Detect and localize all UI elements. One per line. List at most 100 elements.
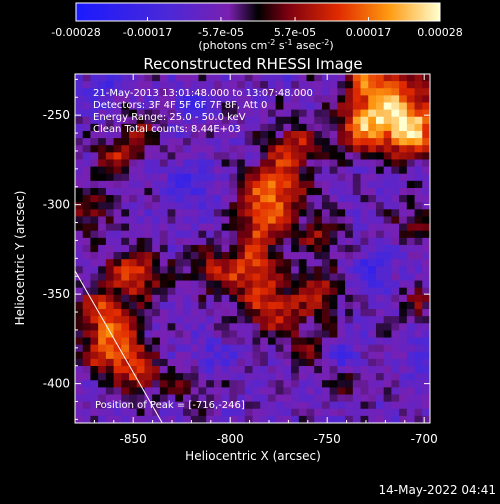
heatmap-cell <box>360 301 369 310</box>
heatmap-cell <box>159 387 169 395</box>
heatmap-cell <box>329 159 338 167</box>
heatmap-cell <box>136 152 145 160</box>
heatmap-cell <box>206 252 215 260</box>
heatmap-cell <box>136 415 145 423</box>
heatmap-cell <box>98 280 107 289</box>
heatmap-cell <box>206 230 215 239</box>
heatmap-cell <box>121 237 130 246</box>
solar-limb-line <box>75 270 163 423</box>
heatmap-cell <box>90 223 99 232</box>
heatmap-cell <box>368 195 377 203</box>
heatmap-cell <box>237 95 246 103</box>
heatmap-cell <box>406 116 415 125</box>
heatmap-cell <box>422 102 430 111</box>
heatmap-cell <box>406 309 415 317</box>
heatmap-cell <box>159 81 169 89</box>
heatmap-cell <box>352 273 361 281</box>
heatmap-cell <box>221 266 230 274</box>
heatmap-cell <box>144 309 153 317</box>
heatmap-cell <box>406 159 415 167</box>
heatmap-cell <box>399 116 408 125</box>
heatmap-cell <box>144 358 153 367</box>
heatmap-cell <box>375 330 385 338</box>
heatmap-cell <box>368 351 377 360</box>
heatmap-cell <box>82 223 91 232</box>
heatmap-cell <box>422 81 430 89</box>
heatmap-cell <box>267 74 277 82</box>
heatmap-cell <box>267 358 277 367</box>
heatmap-cell <box>252 323 261 331</box>
heatmap-cell <box>360 187 369 196</box>
heatmap-cell <box>237 237 246 246</box>
heatmap-cell <box>105 252 114 260</box>
heatmap-cell <box>152 237 161 246</box>
heatmap-cell <box>183 316 192 324</box>
heatmap-cell <box>144 380 153 388</box>
heatmap-cell <box>190 244 199 253</box>
heatmap-cell <box>237 287 246 296</box>
heatmap-cell <box>159 166 169 175</box>
heatmap-cell <box>406 259 415 267</box>
heatmap-cell <box>206 351 215 360</box>
heatmap-cell <box>213 273 223 281</box>
heatmap-cell <box>113 173 122 182</box>
heatmap-cell <box>121 74 130 82</box>
heatmap-cell <box>152 294 161 303</box>
heatmap-cell <box>221 252 230 260</box>
heatmap-cell <box>159 415 169 423</box>
heatmap-cell <box>406 145 415 153</box>
heatmap-cell <box>98 187 107 196</box>
heatmap-cell <box>75 344 84 353</box>
heatmap-cell <box>144 81 153 89</box>
heatmap-cell <box>105 387 114 395</box>
heatmap-cell <box>136 138 145 146</box>
heatmap-cell <box>329 344 338 353</box>
heatmap-cell <box>206 130 215 139</box>
heatmap-cell <box>90 195 99 203</box>
heatmap-cell <box>345 152 354 160</box>
heatmap-cell <box>98 351 107 360</box>
heatmap-cell <box>368 88 377 96</box>
heatmap-cell <box>399 252 408 260</box>
heatmap-cell <box>244 330 253 338</box>
heatmap-cell <box>113 152 122 160</box>
heatmap-cell <box>167 344 176 353</box>
heatmap-cell <box>422 138 430 146</box>
heatmap-cell <box>75 301 84 310</box>
heatmap-cell <box>260 138 269 146</box>
heatmap-cell <box>82 237 91 246</box>
heatmap-cell <box>121 209 130 217</box>
heatmap-cell <box>368 81 377 89</box>
heatmap-cell <box>190 366 199 374</box>
heatmap-cell <box>183 116 192 125</box>
heatmap-cell <box>283 209 292 217</box>
heatmap-cell <box>306 223 315 232</box>
heatmap-cell <box>422 309 430 317</box>
heatmap-cell <box>90 266 99 274</box>
heatmap-cell <box>414 216 423 224</box>
heatmap-cell <box>298 294 307 303</box>
heatmap-cell <box>391 95 400 103</box>
heatmap-cell <box>275 195 284 203</box>
heatmap-cell <box>298 344 307 353</box>
heatmap-cell <box>383 102 392 111</box>
heatmap-cell <box>244 259 253 267</box>
heatmap-cell <box>190 401 199 410</box>
heatmap-cell <box>414 294 423 303</box>
heatmap-cell <box>244 323 253 331</box>
heatmap-cell <box>159 252 169 260</box>
heatmap-cell <box>321 95 331 103</box>
heatmap-cell <box>406 223 415 232</box>
heatmap-cell <box>329 330 338 338</box>
heatmap-cell <box>206 88 215 96</box>
heatmap-cell <box>321 116 331 125</box>
heatmap-cell <box>399 74 408 82</box>
heatmap-cell <box>422 244 430 253</box>
heatmap-cell <box>98 216 107 224</box>
heatmap-cell <box>190 358 199 367</box>
heatmap-cell <box>368 415 377 423</box>
heatmap-cell <box>337 187 346 196</box>
heatmap-cell <box>345 358 354 367</box>
heatmap-cell <box>329 259 338 267</box>
heatmap-cell <box>329 223 338 232</box>
